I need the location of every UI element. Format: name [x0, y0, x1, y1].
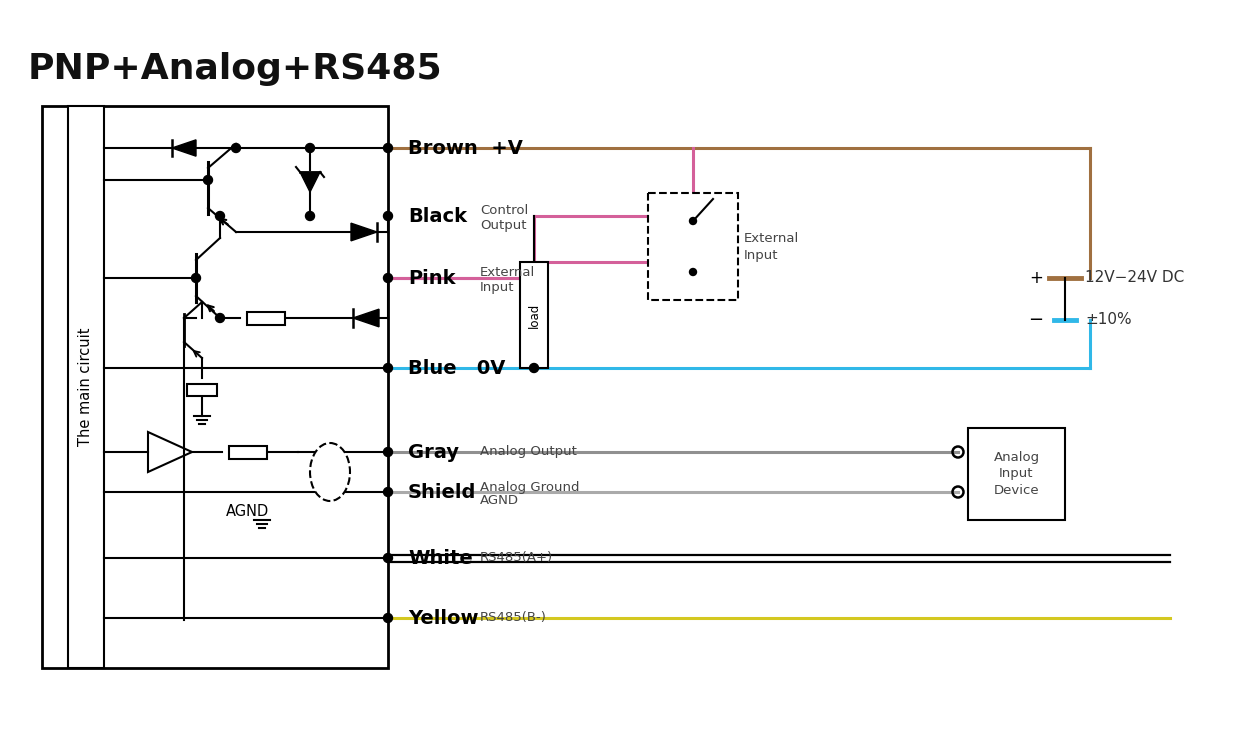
Text: AGND: AGND — [227, 504, 270, 519]
Text: Control: Control — [481, 204, 528, 217]
Circle shape — [192, 274, 200, 283]
Text: Shield: Shield — [408, 483, 477, 501]
Circle shape — [203, 176, 213, 185]
Text: −: − — [1028, 311, 1043, 329]
Text: AGND: AGND — [481, 495, 519, 507]
Text: PNP+Analog+RS485: PNP+Analog+RS485 — [27, 52, 443, 86]
Circle shape — [232, 143, 240, 152]
Circle shape — [215, 314, 224, 323]
Text: The main circuit: The main circuit — [78, 328, 93, 446]
Text: External
Input: External Input — [745, 231, 799, 262]
Circle shape — [305, 212, 315, 220]
Circle shape — [215, 212, 224, 220]
Text: load: load — [528, 302, 540, 328]
Bar — [229, 446, 266, 458]
Circle shape — [529, 363, 539, 372]
Text: Pink: Pink — [408, 268, 456, 287]
Circle shape — [690, 268, 696, 275]
Bar — [68, 106, 105, 668]
Circle shape — [383, 363, 392, 372]
Text: Yellow: Yellow — [408, 608, 478, 627]
Text: Output: Output — [481, 219, 527, 231]
Polygon shape — [354, 309, 378, 326]
Text: 12V−24V DC: 12V−24V DC — [1084, 271, 1184, 286]
Text: Analog Output: Analog Output — [481, 446, 576, 458]
Text: RS485(B-): RS485(B-) — [481, 611, 547, 624]
Circle shape — [383, 143, 392, 152]
Bar — [520, 262, 548, 368]
Circle shape — [383, 212, 392, 220]
Circle shape — [383, 488, 392, 496]
Polygon shape — [300, 172, 320, 192]
Text: Blue   0V: Blue 0V — [408, 358, 505, 378]
Text: Input: Input — [481, 280, 514, 293]
Text: +: + — [1030, 269, 1043, 287]
Circle shape — [383, 553, 392, 562]
Circle shape — [383, 614, 392, 623]
Text: Brown  +V: Brown +V — [408, 139, 523, 158]
Text: RS485(A+): RS485(A+) — [481, 551, 553, 565]
Bar — [247, 311, 285, 324]
Bar — [969, 428, 1064, 520]
Circle shape — [383, 274, 392, 283]
Text: Analog Ground: Analog Ground — [481, 480, 579, 494]
Text: ±10%: ±10% — [1084, 312, 1132, 327]
Circle shape — [305, 143, 315, 152]
Text: Analog
Input
Device: Analog Input Device — [994, 450, 1040, 498]
Polygon shape — [172, 139, 195, 156]
Bar — [187, 384, 217, 396]
Circle shape — [690, 217, 696, 225]
Polygon shape — [351, 223, 377, 241]
Text: Gray: Gray — [408, 443, 459, 461]
Text: External: External — [481, 266, 535, 280]
Circle shape — [383, 448, 392, 456]
Ellipse shape — [310, 443, 350, 501]
Bar — [42, 106, 388, 668]
Text: White: White — [408, 548, 473, 568]
Bar — [647, 193, 738, 300]
Text: Black: Black — [408, 207, 467, 225]
